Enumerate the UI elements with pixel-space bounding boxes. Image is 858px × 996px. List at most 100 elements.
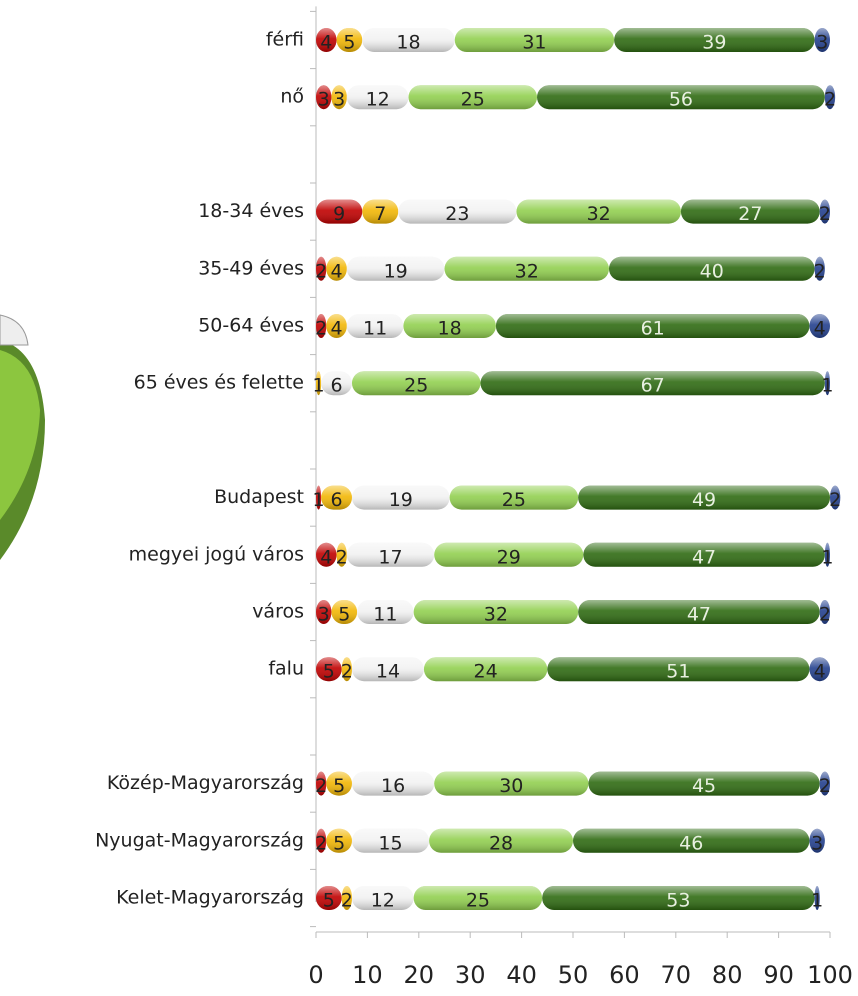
data-label: 19 [389, 489, 413, 511]
data-label: 28 [489, 832, 513, 854]
data-label: 12 [366, 89, 390, 111]
x-tick-label: 0 [308, 961, 323, 989]
data-label: 2 [819, 203, 831, 225]
data-label: 3 [318, 604, 330, 626]
data-label: 25 [466, 890, 490, 912]
data-label: 23 [445, 203, 469, 225]
data-label: 3 [333, 89, 345, 111]
x-tick-label: 80 [712, 961, 743, 989]
category-label: férfi [266, 29, 304, 51]
data-label: 2 [341, 890, 353, 912]
data-label: 1 [821, 546, 833, 568]
data-label: 25 [502, 489, 526, 511]
data-label: 15 [378, 832, 402, 854]
category-label: nő [280, 86, 304, 108]
category-label: 50-64 éves [198, 315, 304, 337]
data-label: 4 [320, 546, 332, 568]
x-tick-label: 40 [506, 961, 537, 989]
category-label: falu [268, 658, 304, 680]
data-label: 32 [587, 203, 611, 225]
data-label: 25 [461, 89, 485, 111]
data-label: 9 [333, 203, 345, 225]
data-label: 11 [373, 604, 397, 626]
category-label: megyei jogú város [129, 543, 304, 565]
data-label: 25 [404, 375, 428, 397]
data-label: 3 [811, 832, 823, 854]
category-label: Kelet-Magyarország [116, 887, 304, 909]
x-tick-label: 70 [661, 961, 692, 989]
category-label: város [252, 601, 304, 623]
x-tick-label: 60 [609, 961, 640, 989]
data-label: 2 [829, 489, 841, 511]
data-label: 19 [384, 260, 408, 282]
data-label: 2 [315, 318, 327, 340]
data-label: 17 [378, 546, 402, 568]
x-tick-label: 100 [807, 961, 853, 989]
data-label: 40 [700, 260, 724, 282]
data-label: 2 [315, 832, 327, 854]
data-label: 49 [692, 489, 716, 511]
category-label: Nyugat-Magyarország [95, 829, 304, 851]
data-label: 11 [363, 318, 387, 340]
data-label: 18 [438, 318, 462, 340]
data-label: 4 [814, 661, 826, 683]
data-label: 4 [814, 318, 826, 340]
category-label: Budapest [214, 486, 304, 508]
data-label: 32 [484, 604, 508, 626]
data-label: 3 [318, 89, 330, 111]
pie-fragment [0, 314, 45, 560]
data-label: 5 [333, 775, 345, 797]
category-label: 65 éves és felette [134, 372, 304, 394]
category-label: 35-49 éves [198, 257, 304, 279]
data-label: 2 [315, 775, 327, 797]
data-label: 4 [331, 318, 343, 340]
x-tick-label: 50 [558, 961, 589, 989]
data-label: 14 [376, 661, 400, 683]
data-label: 30 [499, 775, 523, 797]
data-label: 47 [687, 604, 711, 626]
data-label: 39 [702, 32, 726, 54]
data-label: 6 [331, 375, 343, 397]
data-label: 24 [474, 661, 498, 683]
data-label: 67 [641, 375, 665, 397]
data-label: 5 [338, 604, 350, 626]
data-label: 1 [821, 375, 833, 397]
data-label: 46 [679, 832, 703, 854]
data-label: 4 [320, 32, 332, 54]
x-tick-label: 90 [763, 961, 794, 989]
data-label: 12 [371, 890, 395, 912]
data-label: 32 [515, 260, 539, 282]
data-label: 6 [331, 489, 343, 511]
data-label: 7 [374, 203, 386, 225]
data-label: 45 [692, 775, 716, 797]
data-label: 53 [666, 890, 690, 912]
x-tick-label: 30 [455, 961, 486, 989]
data-label: 51 [666, 661, 690, 683]
data-label: 18 [396, 32, 420, 54]
data-label: 56 [669, 89, 693, 111]
data-label: 1 [811, 890, 823, 912]
category-label: 18-34 éves [198, 200, 304, 222]
data-label: 61 [641, 318, 665, 340]
data-label: 2 [341, 661, 353, 683]
data-label: 16 [381, 775, 405, 797]
data-label: 27 [738, 203, 762, 225]
data-label: 29 [497, 546, 521, 568]
x-tick-label: 20 [404, 961, 435, 989]
data-label: 5 [333, 832, 345, 854]
data-label: 4 [331, 260, 343, 282]
data-label: 2 [819, 775, 831, 797]
category-label: Közép-Magyarország [107, 772, 304, 794]
data-label: 47 [692, 546, 716, 568]
data-label: 5 [323, 661, 335, 683]
data-label: 2 [819, 604, 831, 626]
data-label: 31 [522, 32, 546, 54]
x-tick-label: 10 [352, 961, 383, 989]
data-label: 3 [816, 32, 828, 54]
data-label: 2 [336, 546, 348, 568]
data-label: 2 [814, 260, 826, 282]
data-label: 5 [343, 32, 355, 54]
data-label: 2 [315, 260, 327, 282]
data-label: 2 [824, 89, 836, 111]
